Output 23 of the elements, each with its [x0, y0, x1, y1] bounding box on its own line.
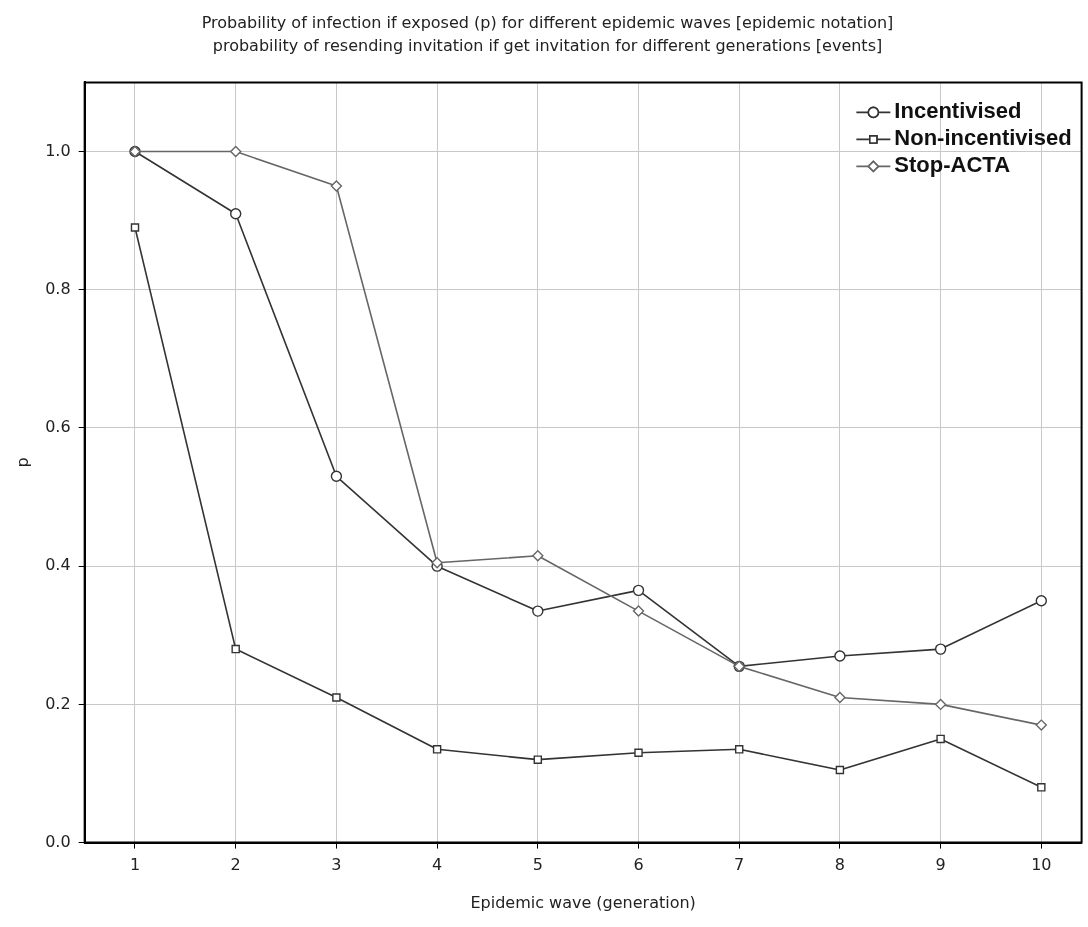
x-axis-title: Epidemic wave (generation) — [470, 892, 696, 912]
legend-label: Stop-ACTA — [894, 152, 1011, 178]
x-tick-label: 1 — [129, 855, 141, 875]
x-tick-label: 6 — [633, 855, 644, 875]
y-tick-label: 0.8 — [45, 278, 71, 298]
y-tick-label: 0.2 — [45, 693, 71, 713]
x-tick-label: 3 — [331, 855, 342, 875]
x-tick-label: 2 — [230, 855, 241, 875]
y-tick-label: 0.4 — [45, 555, 71, 575]
y-tick-label: 0.0 — [45, 831, 71, 851]
chart-title: Probability of infection if exposed (p) for different epidemic waves [epidemic notation] — [201, 12, 894, 32]
chart-subtitle: probability of resending invitation if get invitation for different generations [events] — [212, 35, 883, 55]
x-tick-label: 5 — [532, 855, 543, 875]
x-tick-label: 7 — [734, 855, 745, 875]
y-axis-title: p — [12, 457, 32, 468]
y-tick-label: 0.6 — [45, 417, 71, 437]
legend-label: Non-incentivised — [894, 125, 1072, 151]
x-tick-label: 10 — [1031, 855, 1052, 875]
legend-label: Incentivised — [894, 98, 1022, 124]
x-tick-label: 4 — [432, 855, 443, 875]
x-tick-label: 9 — [935, 855, 946, 875]
y-tick-label: 1.0 — [45, 140, 71, 160]
x-tick-label: 8 — [834, 855, 846, 875]
